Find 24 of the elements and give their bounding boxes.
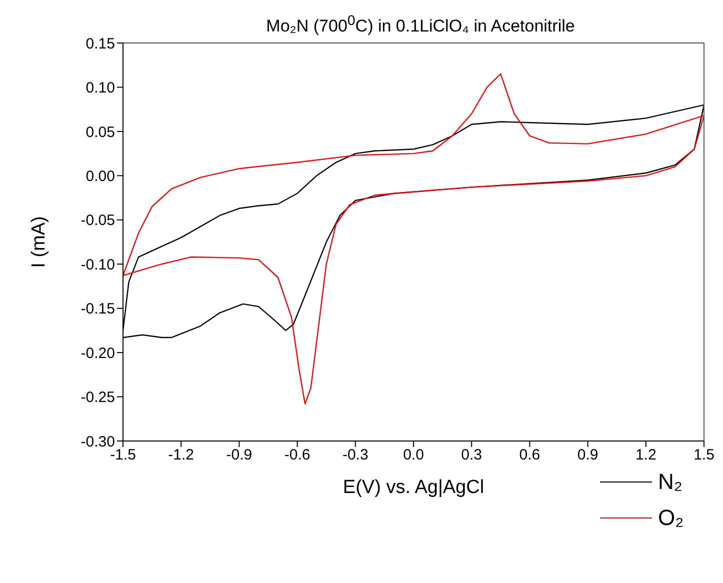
y-tick-label: -0.05 (80, 212, 115, 230)
x-tick-label: -0.9 (226, 446, 252, 464)
y-tick-label: -0.25 (80, 389, 115, 406)
legend-label: N₂ (658, 469, 682, 495)
x-tick-label: -0.3 (342, 446, 368, 464)
x-tick-label: -0.6 (284, 446, 310, 464)
x-tick-label: -1.2 (168, 446, 194, 464)
y-tick-label: -0.10 (80, 256, 115, 274)
chart-title: Mo₂N (700$^{0}$C) in 0.1LiClO₄ in Acetonitrile (265, 12, 576, 36)
y-tick-label: -0.20 (80, 344, 115, 362)
y-tick-label: -0.15 (80, 300, 115, 318)
x-tick-label: 0.6 (519, 446, 540, 464)
x-tick-label: 0.0 (403, 446, 424, 464)
y-tick-label: 0.10 (86, 80, 115, 97)
x-tick-label: 1.2 (635, 446, 656, 464)
x-tick-label: 1.5 (694, 446, 714, 464)
x-tick-label: 0.3 (461, 446, 482, 464)
legend-label: O₂ (658, 505, 684, 531)
x-tick-label: 0.9 (577, 446, 598, 464)
y-tick-label: 0.00 (86, 168, 115, 185)
y-tick-label: 0.05 (86, 124, 115, 141)
y-tick-label: 0.15 (86, 35, 115, 52)
y-axis-title: I (mA) (28, 216, 50, 268)
x-axis-title: E(V) vs. Ag|AgCl (342, 477, 484, 498)
